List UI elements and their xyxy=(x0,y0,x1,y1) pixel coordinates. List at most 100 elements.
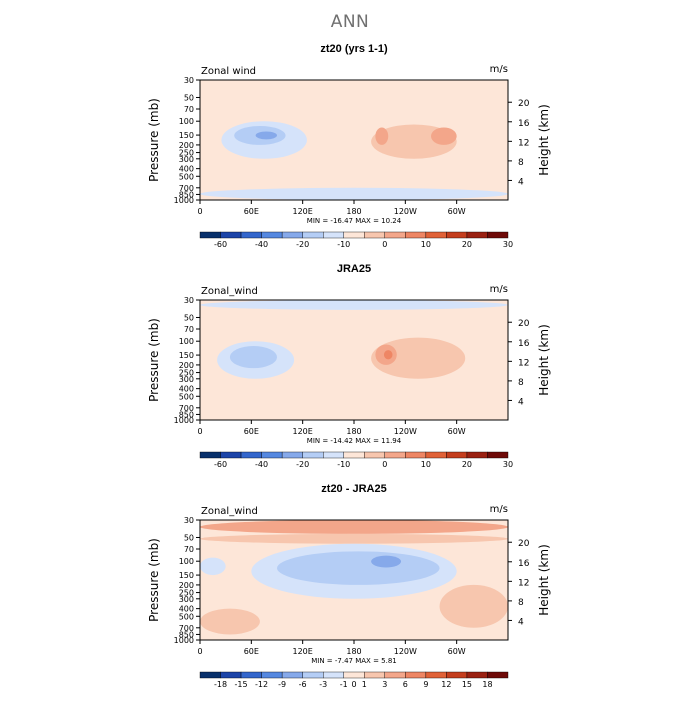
colorbar-label: 0 xyxy=(382,460,387,469)
colorbar-label: 18 xyxy=(482,680,492,689)
colorbar-swatch xyxy=(425,451,447,459)
colorbar-swatch xyxy=(261,231,283,239)
y-tick-label: 50 xyxy=(184,313,194,322)
y-tick-label: 400 xyxy=(179,165,194,174)
y-right-tick-label: 20 xyxy=(518,319,530,329)
colorbar-label: -15 xyxy=(235,680,248,689)
y-tick-label: 500 xyxy=(179,172,194,181)
y-tick-label: 300 xyxy=(179,155,194,164)
y-tick-label: 70 xyxy=(184,105,194,114)
contour-region xyxy=(229,345,277,369)
colorbar-swatch xyxy=(343,231,365,239)
contour-region xyxy=(200,300,508,310)
y-tick-label: 30 xyxy=(184,296,194,305)
y-tick-label: 1000 xyxy=(174,196,194,205)
colorbar-label: 30 xyxy=(503,460,513,469)
units-label: m/s xyxy=(490,64,508,75)
x-tick-label: 120E xyxy=(293,207,313,216)
colorbar-label: 30 xyxy=(503,240,513,249)
colorbar-label: 1 xyxy=(362,680,367,689)
contour-region xyxy=(200,608,260,635)
colorbar-swatch xyxy=(261,671,283,679)
y-axis-label: Pressure (mb) xyxy=(147,98,161,182)
colorbar-swatch xyxy=(446,451,468,459)
colorbar-label: 20 xyxy=(462,460,472,469)
colorbar-label: -20 xyxy=(296,460,309,469)
y-tick-label: 150 xyxy=(179,131,194,140)
y-tick-label: 50 xyxy=(184,93,194,102)
y-right-axis-label: Height (km) xyxy=(537,104,551,175)
x-tick-label: 60E xyxy=(244,647,259,656)
x-tick-label: 120E xyxy=(293,427,313,436)
colorbar-swatch xyxy=(302,231,324,239)
x-tick-label: 0 xyxy=(197,207,202,216)
x-tick-label: 120E xyxy=(293,647,313,656)
y-right-tick-label: 8 xyxy=(518,598,524,608)
colorbar-label: 0 xyxy=(351,680,356,689)
y-tick-label: 700 xyxy=(179,184,194,193)
y-tick-label: 850 xyxy=(179,410,194,419)
y-tick-label: 1000 xyxy=(174,636,194,645)
colorbar-swatch xyxy=(446,671,468,679)
units-label: m/s xyxy=(490,284,508,295)
x-tick-label: 180 xyxy=(346,647,361,656)
colorbar-label: -6 xyxy=(299,680,307,689)
x-tick-label: 60W xyxy=(448,207,466,216)
contour-region xyxy=(200,520,508,534)
colorbar-swatch xyxy=(199,451,221,459)
y-right-tick-label: 12 xyxy=(518,578,529,588)
colorbar-label: -40 xyxy=(255,460,268,469)
colorbar-label: -20 xyxy=(296,240,309,249)
colorbar-label: -60 xyxy=(214,460,227,469)
stats-label: MIN = -14.42 MAX = 11.94 xyxy=(307,437,402,445)
contour-region xyxy=(439,584,508,628)
x-tick-label: 60W xyxy=(448,647,466,656)
colorbar-swatch xyxy=(487,231,509,239)
units-label: m/s xyxy=(490,504,508,515)
colorbar-label: 3 xyxy=(382,680,387,689)
colorbar-swatch xyxy=(199,231,221,239)
y-right-tick-label: 4 xyxy=(518,397,524,407)
field-label: Zonal wind xyxy=(201,66,256,77)
colorbar-label: 10 xyxy=(421,460,431,469)
y-tick-label: 200 xyxy=(179,361,194,370)
y-tick-label: 30 xyxy=(184,76,194,85)
contour-region xyxy=(302,557,350,576)
colorbar-swatch xyxy=(405,451,427,459)
colorbar-swatch xyxy=(364,671,385,679)
y-right-tick-label: 8 xyxy=(518,158,524,168)
colorbar-label: -3 xyxy=(319,680,327,689)
y-tick-label: 250 xyxy=(179,149,194,158)
y-tick-label: 100 xyxy=(179,117,194,126)
panel-title: zt20 - JRA25 xyxy=(321,483,386,495)
colorbar-swatch xyxy=(281,231,303,239)
colorbar-swatch xyxy=(405,671,427,679)
x-tick-label: 60E xyxy=(244,207,259,216)
panel-title: JRA25 xyxy=(337,263,371,275)
panel-title: zt20 (yrs 1-1) xyxy=(320,43,388,55)
y-tick-label: 200 xyxy=(179,141,194,150)
colorbar-label: -10 xyxy=(337,460,350,469)
colorbar-swatch xyxy=(425,231,447,239)
y-right-axis-label: Height (km) xyxy=(537,544,551,615)
y-tick-label: 400 xyxy=(179,385,194,394)
x-tick-label: 120W xyxy=(394,207,417,216)
y-tick-label: 1000 xyxy=(174,416,194,425)
colorbar-swatch xyxy=(405,231,427,239)
colorbar-label: 12 xyxy=(441,680,451,689)
y-tick-label: 300 xyxy=(179,595,194,604)
colorbar-swatch xyxy=(343,671,365,679)
field-label: Zonal_wind xyxy=(201,286,258,297)
y-tick-label: 500 xyxy=(179,392,194,401)
y-right-tick-label: 20 xyxy=(518,99,530,109)
y-tick-label: 70 xyxy=(184,325,194,334)
colorbar-swatch xyxy=(384,231,406,239)
colorbar-label: -60 xyxy=(214,240,227,249)
colorbar-label: 10 xyxy=(421,240,431,249)
colorbar-swatch xyxy=(220,671,242,679)
colorbar-swatch xyxy=(302,671,324,679)
y-right-tick-label: 16 xyxy=(518,559,530,569)
y-tick-label: 50 xyxy=(184,533,194,542)
colorbar-label: -12 xyxy=(255,680,268,689)
